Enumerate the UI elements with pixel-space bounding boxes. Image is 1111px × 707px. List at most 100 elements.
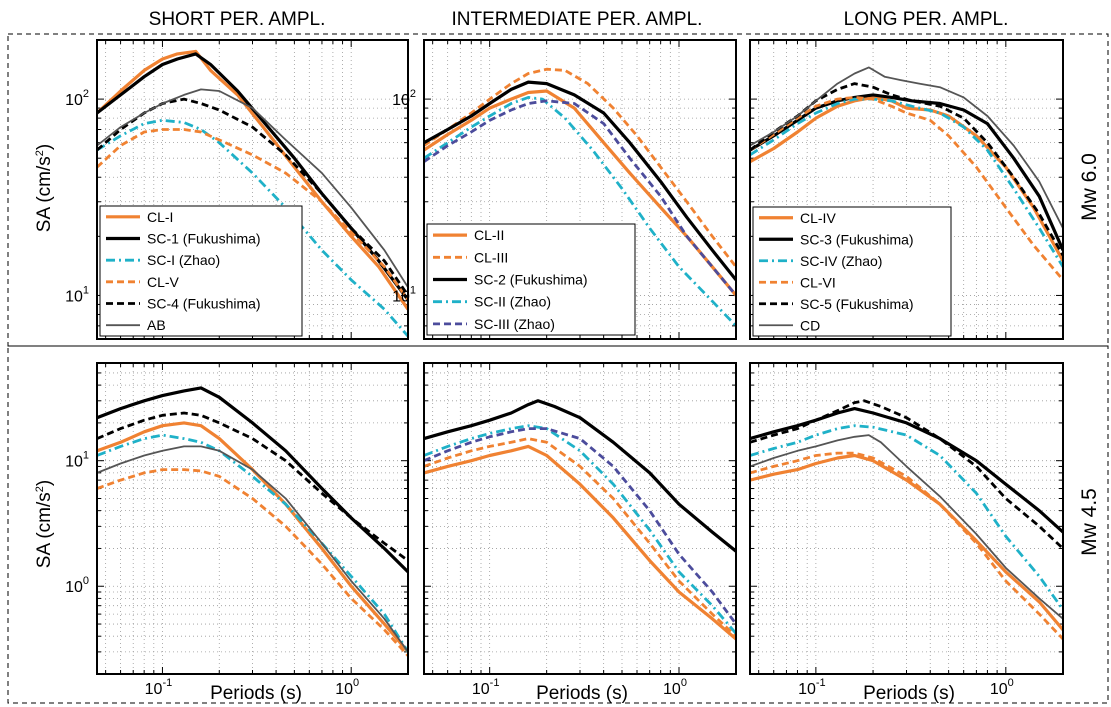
series-line-sc-iv-zhao (750, 97, 1063, 268)
legend-label: CL-V (147, 274, 180, 290)
panel-r1c2: 10-1 100 (749, 362, 1064, 698)
grid-r1c1 (424, 363, 736, 674)
series-line-sc-3-fukushima (750, 93, 1063, 251)
tick-exponent: 1 (83, 284, 89, 296)
x-axis-label-col1: Periods (s) (210, 683, 302, 704)
x-tick-label: 10-1 (798, 677, 826, 698)
series-line-cl-i (97, 421, 408, 653)
legend-label: SC-1 (Fukushima) (147, 231, 261, 247)
ylabel-sup: 2 (34, 486, 46, 492)
ylabel-close: ) (34, 480, 55, 486)
legend-label: SC-IV (Zhao) (800, 253, 882, 269)
series-line-ab (97, 445, 408, 653)
series-line-ab (97, 88, 408, 288)
plot-frame-r0c1 (423, 39, 737, 340)
y-tick-label: 102 (65, 88, 89, 109)
legend-label: CL-III (474, 249, 508, 265)
plot-frame-r1c0 (96, 362, 409, 675)
legend-label: CL-VI (800, 274, 836, 290)
panel-r1c1: 10-1 100 (423, 362, 737, 698)
series-group-r1c1 (424, 399, 736, 641)
series-group-r0c0 (97, 49, 408, 338)
legend-label: SC-I (Zhao) (147, 252, 220, 268)
tick-base: 10 (663, 681, 681, 698)
y-tick-label: 101 (65, 450, 89, 471)
grid-r1c0 (97, 363, 408, 674)
tick-base: 10 (392, 288, 410, 305)
ylabel-text: SA (cm/s (34, 492, 55, 568)
column-title-short: SHORT PER. AMPL. (149, 9, 326, 30)
tick-exponent: 2 (83, 88, 89, 100)
y-axis-label-bottom: SA (cm/s2) (34, 480, 55, 568)
legend-label: SC-III (Zhao) (474, 316, 555, 332)
series-line-cl-v (97, 128, 408, 301)
series-line-sc-i-zhao (97, 118, 408, 338)
tick-exponent: 1 (83, 450, 89, 462)
series-line-sc-ii-zhao (424, 96, 736, 327)
y-tick-label: 101 (65, 284, 89, 305)
ylabel-close: ) (34, 144, 55, 150)
panel-r0c2: CL-IV SC-3 (Fukushima) SC-IV (Zhao) CL-VI SC… (749, 39, 1064, 340)
y-tick-label: 102 (392, 88, 416, 109)
series-line-sc-ii-zhao (424, 424, 736, 635)
tick-base: 10 (472, 681, 490, 698)
legend-label: CL-IV (800, 210, 836, 226)
series-line-cl-i (97, 49, 408, 311)
tick-base: 10 (392, 92, 410, 109)
legend-r0c1: CL-II CL-III SC-2 (Fukushima) SC-II (Zhao) S… (426, 223, 636, 336)
legend-r0c2: CL-IV SC-3 (Fukushima) SC-IV (Zhao) CL-VI SC… (752, 206, 952, 337)
series-line-cl-iv (750, 453, 1063, 631)
legend-label: CL-II (474, 227, 504, 243)
series-line-sc-2-fukushima (424, 399, 736, 553)
tick-exponent: 0 (681, 677, 687, 689)
ylabel-sup: 2 (34, 150, 46, 156)
legend-label: SC-II (Zhao) (474, 294, 551, 310)
series-line-cd (750, 434, 1063, 620)
series-line-cl-vi (750, 451, 1063, 640)
row-label-mw60: Mw 6.0 (1078, 153, 1101, 221)
y-tick-label: 101 (392, 284, 416, 305)
grid-r1c2 (750, 363, 1063, 674)
series-line-cl-vi (750, 96, 1063, 281)
legend-label: AB (147, 317, 166, 333)
tick-exponent: 0 (353, 677, 359, 689)
x-tick-label: 10-1 (145, 677, 173, 698)
series-line-cl-ii (424, 444, 736, 641)
tick-base: 10 (335, 681, 353, 698)
tick-base: 10 (65, 92, 83, 109)
series-group-r1c2 (750, 399, 1063, 640)
ylabel-text: SA (cm/s (34, 156, 55, 232)
series-group-r0c1 (424, 67, 736, 327)
tick-base: 10 (145, 681, 163, 698)
x-tick-label: 100 (990, 677, 1014, 698)
x-tick-label: 100 (335, 677, 359, 698)
series-line-sc-2-fukushima (424, 80, 736, 281)
tick-exponent: -1 (490, 677, 500, 689)
y-axis-label-top: SA (cm/s2) (34, 144, 55, 232)
series-line-cd (750, 66, 1063, 229)
series-line-sc-iii-zhao (424, 427, 736, 625)
series-group-r0c2 (750, 66, 1063, 281)
tick-base: 10 (65, 288, 83, 305)
tick-base: 10 (65, 454, 83, 471)
legend-r0c0: CL-I SC-1 (Fukushima) SC-I (Zhao) CL-V SC-4 … (99, 205, 303, 337)
tick-exponent: -1 (816, 677, 826, 689)
x-tick-label: 10-1 (472, 677, 500, 698)
series-line-cl-iii (424, 67, 736, 268)
tick-exponent: -1 (162, 677, 172, 689)
x-axis-label-col2: Periods (s) (536, 683, 628, 704)
legend-label: SC-3 (Fukushima) (800, 231, 914, 247)
plot-frame-r1c1 (423, 362, 737, 675)
x-axis-label-col3: Periods (s) (863, 683, 955, 704)
plot-frame-r0c0 (96, 39, 409, 340)
tick-exponent: 0 (1008, 677, 1014, 689)
row-frame-bottom (7, 345, 1109, 704)
ticks-r1c2 (750, 363, 1063, 674)
series-line-sc-iii-zhao (424, 99, 736, 297)
plot-frame-r1c2 (749, 362, 1064, 675)
row-label-mw45: Mw 4.5 (1078, 488, 1101, 556)
